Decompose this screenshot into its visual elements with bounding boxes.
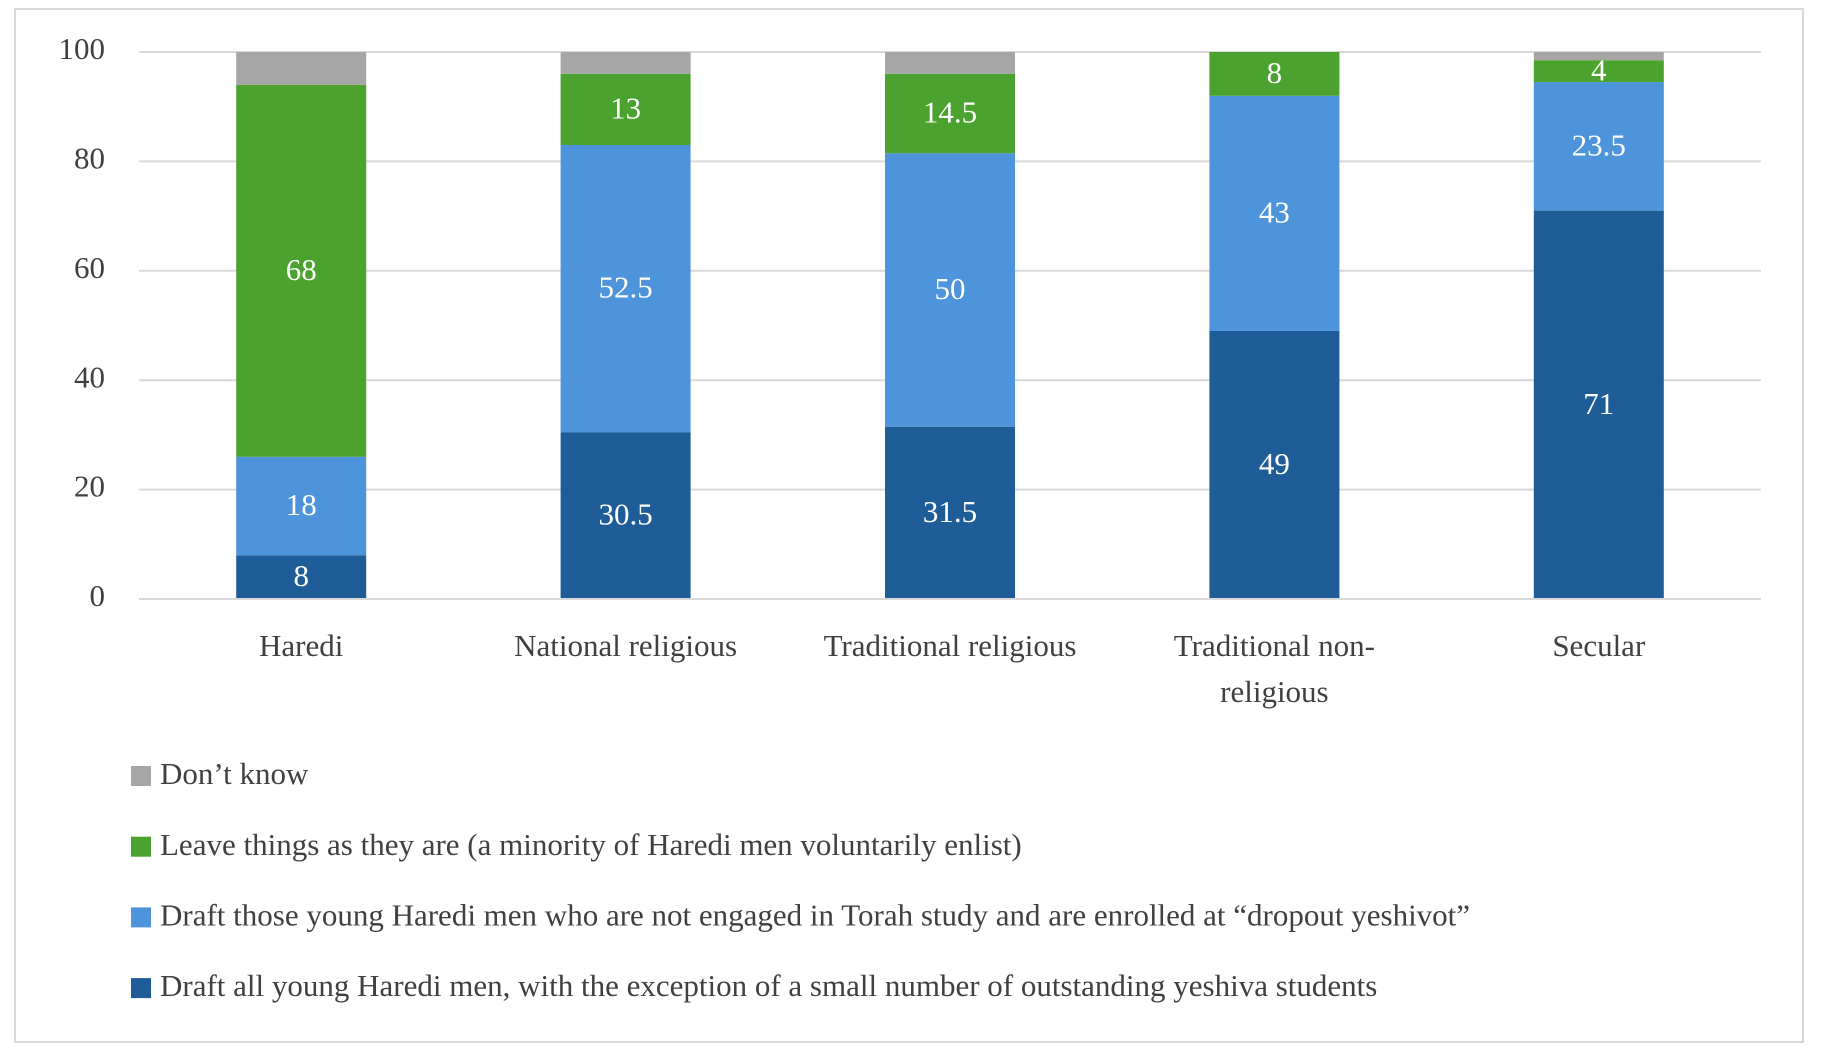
data-label: 18 (286, 487, 317, 522)
bar-segment (885, 73, 1015, 154)
data-label: 14.5 (923, 95, 977, 130)
bar-segment (885, 153, 1015, 427)
legend-label: Draft those young Haredi men who are not… (160, 898, 1470, 933)
bar-segment (560, 144, 691, 433)
y-tick-label: 100 (59, 31, 106, 66)
bar-segment (236, 456, 367, 556)
legend-swatch (131, 907, 151, 928)
legend-swatch (131, 766, 151, 786)
data-label: 49 (1259, 446, 1290, 481)
bar-segment (236, 555, 367, 599)
legend-label: Leave things as they are (a minority of … (160, 827, 1022, 862)
data-label: 71 (1583, 386, 1614, 421)
data-label: 8 (293, 558, 309, 593)
bar-segment (1533, 52, 1664, 61)
data-label: 31.5 (923, 494, 977, 529)
bar-segment (1533, 60, 1664, 83)
data-label: 30.5 (598, 497, 652, 532)
data-label: 68 (286, 252, 317, 287)
bar-segment (1533, 210, 1664, 599)
bar-segment (885, 52, 1015, 74)
data-label: 4 (1591, 52, 1607, 87)
data-label: 52.5 (598, 270, 652, 305)
y-tick-label: 40 (74, 359, 105, 394)
legend-label: Don’t know (160, 756, 309, 791)
x-tick-label: Haredi (259, 628, 344, 663)
legend-label: Draft all young Haredi men, with the exc… (160, 968, 1377, 1003)
data-label: 23.5 (1572, 127, 1626, 162)
data-label: 13 (610, 91, 641, 126)
bar-segment (1209, 95, 1340, 331)
bar-segment (1533, 82, 1664, 211)
bar-segment (236, 52, 367, 85)
y-tick-label: 20 (74, 469, 105, 504)
y-tick-label: 80 (74, 141, 105, 176)
x-tick-label: Traditional non-religious (1173, 628, 1375, 709)
x-tick-label: Secular (1552, 628, 1646, 663)
bar-segment (1209, 52, 1340, 96)
data-label: 43 (1259, 194, 1290, 229)
bar-segment (236, 84, 367, 457)
bar-segment (560, 432, 691, 599)
chart-frame (14, 8, 1804, 1043)
legend-swatch (131, 836, 151, 857)
bar-segment (560, 52, 691, 74)
data-label: 8 (1267, 55, 1283, 90)
y-tick-label: 0 (90, 578, 106, 613)
data-label: 50 (935, 271, 966, 306)
bar-segment (885, 426, 1015, 599)
y-tick-label: 60 (74, 250, 105, 285)
bar-segment (1209, 330, 1340, 599)
bar-segment (560, 73, 691, 145)
x-tick-label: Traditional religious (823, 628, 1077, 663)
legend-swatch (131, 978, 151, 999)
x-tick-label: National religious (514, 628, 738, 663)
